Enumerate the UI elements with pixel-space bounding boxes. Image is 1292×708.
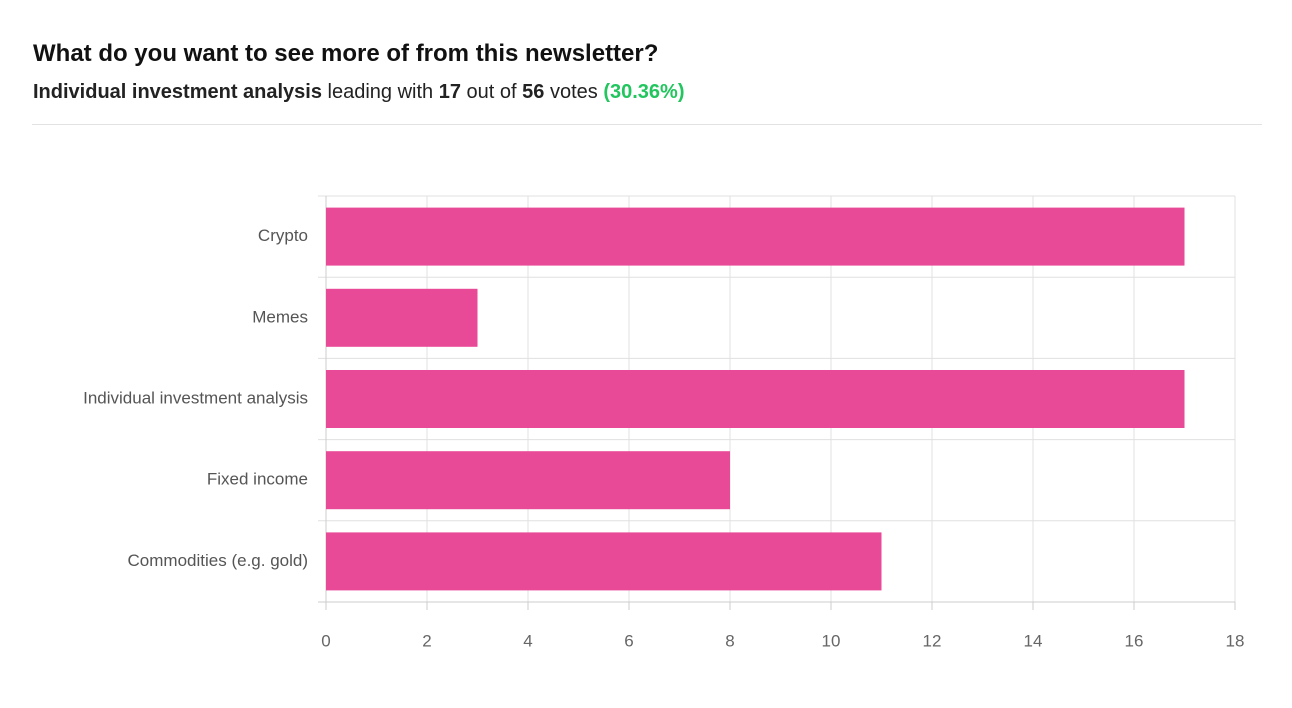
- poll-title: What do you want to see more of from thi…: [33, 40, 659, 67]
- leader-votes: 17: [438, 81, 461, 103]
- x-tick-label: 2: [422, 631, 431, 650]
- x-tick-label: 16: [1125, 631, 1144, 650]
- summary-text: leading with: [327, 81, 434, 103]
- summary-text: out of: [466, 81, 517, 103]
- poll-summary: Individual investment analysis leading w…: [33, 81, 685, 104]
- y-tick-label: Memes: [252, 307, 308, 326]
- y-tick-label: Individual investment analysis: [83, 388, 308, 407]
- x-tick-label: 8: [725, 631, 734, 650]
- leader-percent: (30.36%): [603, 81, 685, 103]
- x-tick-label: 4: [523, 631, 532, 650]
- y-tick-label: Commodities (e.g. gold): [128, 551, 308, 570]
- summary-text: votes: [549, 81, 598, 103]
- bar: [326, 370, 1185, 428]
- x-tick-label: 10: [822, 631, 841, 650]
- bar: [326, 288, 478, 347]
- y-tick-label: Crypto: [258, 226, 308, 245]
- bar: [326, 451, 730, 510]
- x-tick-label: 0: [321, 631, 330, 650]
- x-tick-label: 14: [1024, 631, 1043, 650]
- total-votes: 56: [522, 81, 545, 103]
- x-tick-label: 6: [624, 631, 633, 650]
- y-tick-label: Fixed income: [207, 470, 308, 489]
- bar: [326, 207, 1185, 266]
- x-tick-label: 18: [1226, 631, 1245, 650]
- bar: [326, 532, 882, 591]
- x-tick-label: 12: [923, 631, 942, 650]
- divider: [32, 124, 1262, 125]
- leader: Individual investment analysis: [33, 81, 322, 103]
